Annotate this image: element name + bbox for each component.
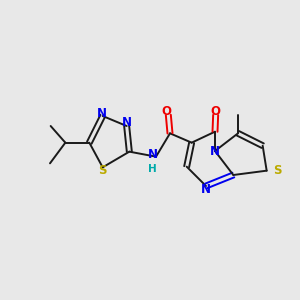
Text: N: N (97, 107, 107, 120)
Text: S: S (273, 164, 282, 177)
Text: N: N (210, 145, 220, 158)
Text: S: S (98, 164, 107, 176)
Text: N: N (148, 148, 158, 160)
Text: N: N (122, 116, 132, 129)
Text: N: N (201, 183, 211, 196)
Text: O: O (162, 105, 172, 118)
Text: H: H (148, 164, 156, 174)
Text: O: O (211, 105, 221, 118)
